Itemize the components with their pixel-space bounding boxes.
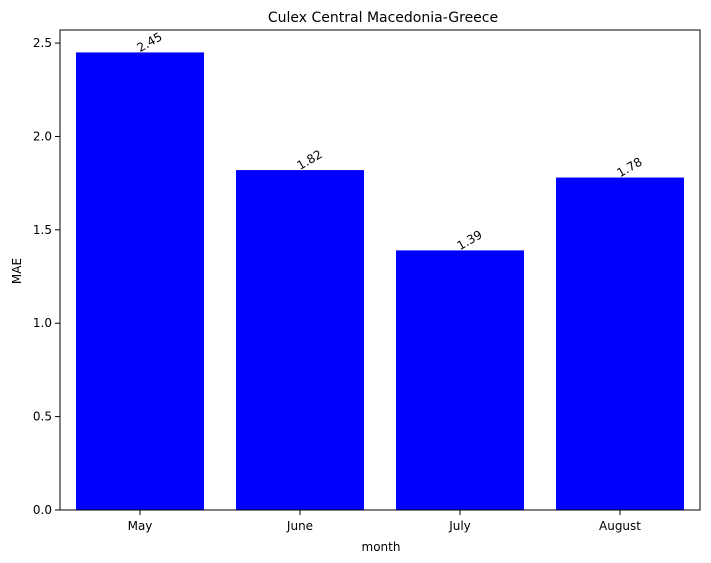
y-tick-label: 0.0 xyxy=(33,503,52,517)
x-tick-label: August xyxy=(599,519,641,533)
y-tick-label: 2.5 xyxy=(33,36,52,50)
data-label-june: 1.82 xyxy=(295,147,325,172)
y-tick-label: 1.5 xyxy=(33,223,52,237)
x-tick-label: July xyxy=(448,519,471,533)
data-label-may: 2.45 xyxy=(135,30,165,55)
data-label-july: 1.39 xyxy=(455,228,485,253)
x-axis-label: month xyxy=(362,540,401,554)
data-label-august: 1.78 xyxy=(615,155,645,180)
bars xyxy=(76,52,684,511)
chart-title: Culex Central Macedonia-Greece xyxy=(268,10,498,26)
axes xyxy=(59,29,701,511)
x-tick-label: May xyxy=(128,519,153,533)
y-axis-label: MAE xyxy=(10,258,24,284)
bar-june xyxy=(236,170,364,510)
bar-august xyxy=(556,177,684,510)
x-tick-label: June xyxy=(286,519,313,533)
bar-may xyxy=(76,52,204,511)
data-labels: 2.45 1.82 1.39 1.78 xyxy=(135,30,645,253)
y-tick-label: 2.0 xyxy=(33,129,52,143)
y-axis-ticks: 0.0 0.5 1.0 1.5 2.0 2.5 xyxy=(33,36,60,517)
bar-july xyxy=(396,250,524,510)
y-tick-label: 1.0 xyxy=(33,316,52,330)
plot-frame xyxy=(59,29,701,511)
y-tick-label: 0.5 xyxy=(33,410,52,424)
x-axis-ticks: May June July August xyxy=(128,510,641,533)
